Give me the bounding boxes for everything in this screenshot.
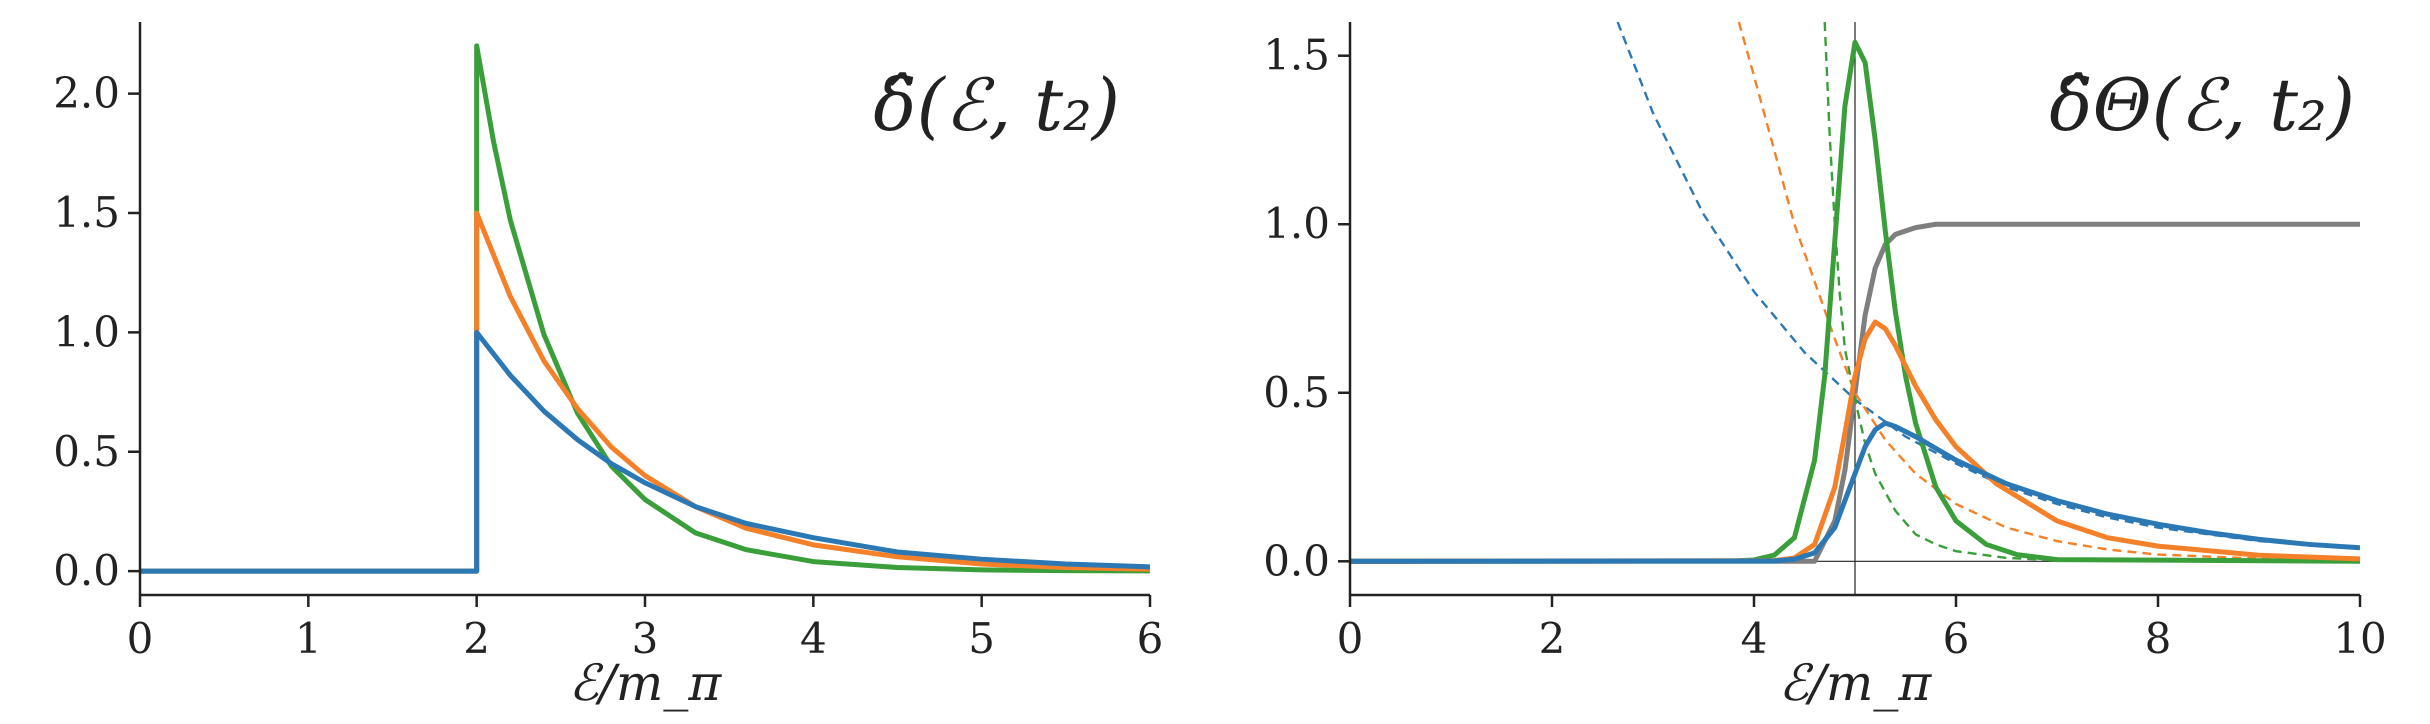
series-line-orange-solid [140, 210, 1150, 574]
series-group [1350, 22, 2360, 564]
series-line-green-dashed [1823, 22, 2360, 563]
x-tick-label: 6 [1137, 614, 1164, 663]
y-tick-label: 1.5 [53, 188, 120, 237]
x-tick-label: 6 [1943, 614, 1970, 663]
series-line-green-solid [140, 43, 1150, 574]
x-tick-label: 1 [295, 614, 322, 663]
series-line-blue-solid [1350, 420, 2360, 564]
y-tick-label: 1.0 [53, 307, 120, 356]
y-tick-label: 0.5 [53, 427, 120, 476]
y-tick-label: 0.0 [1263, 536, 1330, 585]
y-tick-label: 0.5 [1263, 368, 1330, 417]
series-line-orange-dashed [1737, 22, 2360, 562]
y-tick-label: 1.0 [1263, 199, 1330, 248]
x-axis-label: ℰ/m_π [569, 654, 723, 712]
series-line-orange-solid [1350, 319, 2360, 564]
x-tick-label: 0 [1337, 614, 1364, 663]
y-tick-label: 0.0 [53, 546, 120, 595]
series-line-blue-dashed [1616, 22, 2360, 550]
series-group [140, 43, 1150, 574]
panel-title: δ̂Θ(ℰ, t₂) [2049, 63, 2355, 147]
x-tick-label: 8 [2145, 614, 2172, 663]
series-line-green-solid [1350, 39, 2360, 564]
y-tick-label: 1.5 [1263, 31, 1330, 80]
x-tick-label: 10 [2333, 614, 2386, 663]
x-axis-label: ℰ/m_π [1779, 654, 1933, 712]
panel-title: δ̂(ℰ, t₂) [873, 63, 1120, 147]
x-tick-label: 0 [127, 614, 154, 663]
x-tick-label: 3 [632, 614, 659, 663]
series-line-blue-solid [140, 329, 1150, 574]
x-tick-label: 2 [1539, 614, 1566, 663]
x-tick-label: 4 [1741, 614, 1768, 663]
x-tick-label: 4 [800, 614, 827, 663]
y-tick-label: 2.0 [53, 69, 120, 118]
left-panel: 0 1 2 3 4 5 6 0.0 0.5 1.0 1.5 2.0 ℰ/m_π δ̂(ℰ, t₂) [53, 22, 1163, 712]
x-tick-label: 5 [968, 614, 995, 663]
right-panel: 0 2 4 6 8 10 0.0 0.5 1.0 1.5 ℰ/m_π δ̂Θ(ℰ, t₂) [1263, 22, 2387, 712]
x-tick-label: 2 [463, 614, 490, 663]
